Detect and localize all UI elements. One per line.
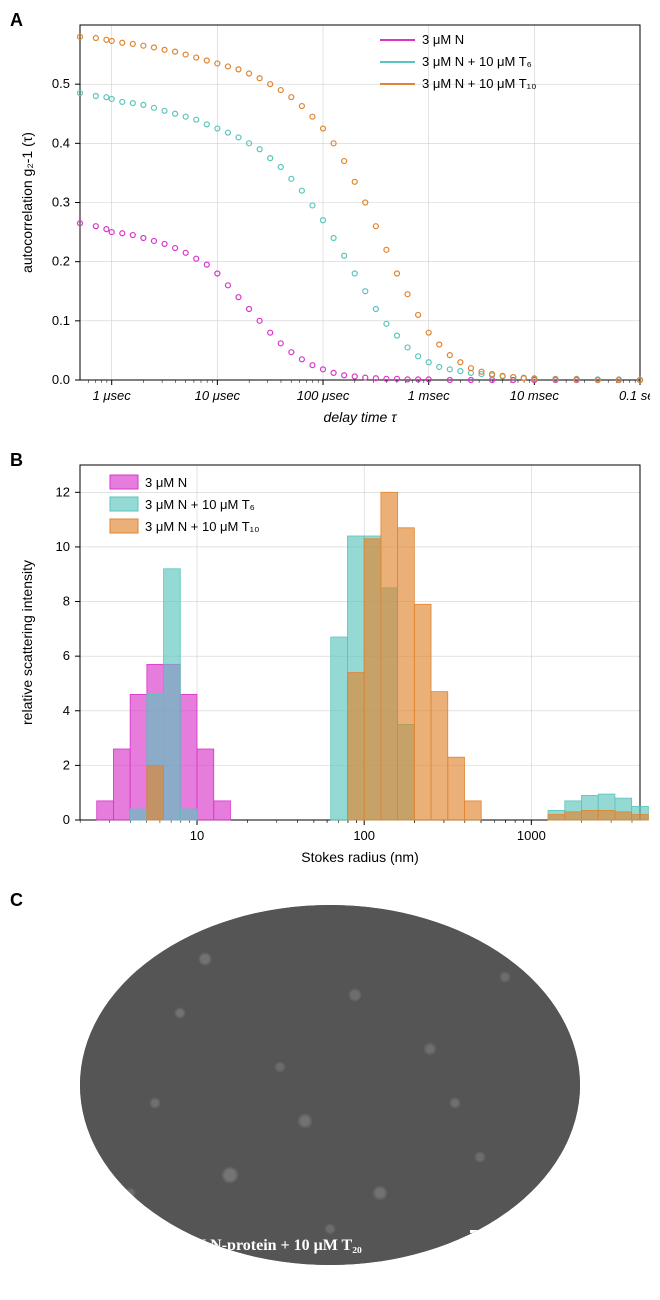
scalebar: 10 μm — [470, 1230, 530, 1250]
svg-text:0.1 sec: 0.1 sec — [619, 388, 650, 403]
svg-text:6: 6 — [63, 648, 70, 663]
micrograph-caption: 5 μM N-protein + 10 μM T₂₀ — [170, 1237, 362, 1255]
svg-text:0.3: 0.3 — [52, 195, 70, 210]
micrograph-image: 5 μM N-protein + 10 μM T₂₀ 10 μm — [80, 905, 580, 1265]
svg-text:3 μM N: 3 μM N — [422, 32, 464, 47]
svg-text:1000: 1000 — [517, 828, 546, 843]
panel-c: C 5 μM N-protein + 10 μM T₂₀ 10 μm — [10, 890, 650, 1290]
svg-text:10: 10 — [56, 539, 70, 554]
svg-text:3 μM N: 3 μM N — [145, 475, 187, 490]
svg-text:0.4: 0.4 — [52, 135, 70, 150]
svg-text:10: 10 — [190, 828, 204, 843]
svg-text:2: 2 — [63, 757, 70, 772]
svg-text:100: 100 — [353, 828, 375, 843]
svg-text:3 μM N + 10 μM T₆: 3 μM N + 10 μM T₆ — [422, 54, 532, 69]
svg-text:8: 8 — [63, 594, 70, 609]
svg-text:3 μM N + 10 μM T₁₀: 3 μM N + 10 μM T₁₀ — [422, 76, 536, 91]
svg-text:10 msec: 10 msec — [510, 388, 560, 403]
stokes-histogram-chart: 0 2 4 6 8 10 12 10 100 1000 Stokes radius (nm) rela… — [10, 450, 650, 870]
svg-text:0.5: 0.5 — [52, 76, 70, 91]
svg-text:0.2: 0.2 — [52, 254, 70, 269]
svg-text:12: 12 — [56, 484, 70, 499]
svg-text:100 μsec: 100 μsec — [297, 388, 350, 403]
panel-b-label: B — [10, 450, 23, 471]
svg-text:autocorrelation g₂-1 (τ): autocorrelation g₂-1 (τ) — [19, 132, 35, 273]
svg-text:1 μsec: 1 μsec — [93, 388, 132, 403]
panel-c-label: C — [10, 890, 23, 911]
svg-text:4: 4 — [63, 703, 70, 718]
svg-text:relative scattering intensity: relative scattering intensity — [19, 560, 35, 725]
panel-a: A 0.0 0.1 0.2 0.3 0.4 0.5 1 μsec 10 μsec 100 μse… — [10, 10, 650, 430]
autocorrelation-chart: 0.0 0.1 0.2 0.3 0.4 0.5 1 μsec 10 μsec 100 μsec 1… — [10, 10, 650, 430]
svg-text:0: 0 — [63, 812, 70, 827]
svg-text:3 μM N + 10 μM T₁₀: 3 μM N + 10 μM T₁₀ — [145, 519, 259, 534]
svg-text:0.0: 0.0 — [52, 372, 70, 387]
svg-text:0.1: 0.1 — [52, 313, 70, 328]
svg-text:Stokes radius (nm): Stokes radius (nm) — [301, 849, 418, 865]
svg-text:1 msec: 1 msec — [408, 388, 450, 403]
svg-text:3 μM N + 10 μM T₆: 3 μM N + 10 μM T₆ — [145, 497, 255, 512]
panel-a-label: A — [10, 10, 23, 31]
scalebar-label: 10 μm — [481, 1235, 519, 1250]
svg-text:10 μsec: 10 μsec — [195, 388, 241, 403]
panel-b: B 0 2 4 6 8 10 12 10 100 1000 Stokes radius (nm) re… — [10, 450, 650, 870]
svg-text:delay time τ: delay time τ — [324, 409, 398, 425]
